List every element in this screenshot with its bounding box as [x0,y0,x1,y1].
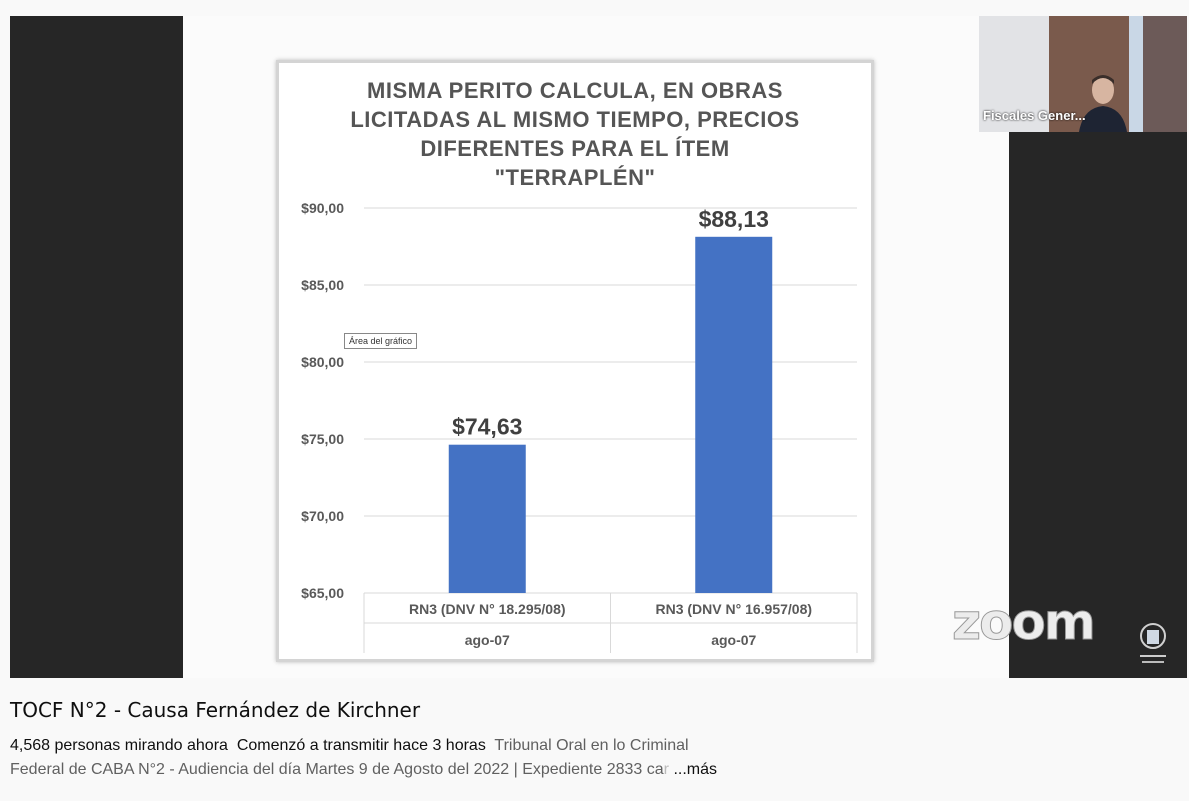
data-label: $74,63 [452,414,522,440]
chart-area-tooltip: Área del gráfico [344,333,418,349]
participant-thumbnail[interactable]: Fiscales Gener... [979,16,1187,132]
y-tick-label: $65,00 [301,585,344,601]
description-fade: r [663,761,669,778]
shared-slide: $65,00 $70,00 $75,00 $80,00 $85,00 $90,00 $74,… [183,16,1009,678]
stream-start: Comenzó a transmitir hace 3 horas [236,737,486,754]
chart-title: MISMA PERITO CALCULA, EN OBRAS LICITADAS… [350,78,800,190]
show-more-button[interactable]: ...más [673,761,717,778]
y-tick-label: $85,00 [301,277,344,293]
x-tick-label: RN3 (DNV N° 18.295/08) [409,601,566,617]
y-tick-label: $80,00 [301,354,344,370]
chart-card: $65,00 $70,00 $75,00 $80,00 $85,00 $90,00 $74,… [276,60,874,662]
video-description[interactable]: 4,568 personas mirando ahora Comenzó a t… [10,734,1180,782]
video-player[interactable]: $65,00 $70,00 $75,00 $80,00 $85,00 $90,00 $74,… [10,16,1187,678]
participant-avatar [1079,75,1127,132]
thumbnail-wall [979,16,1049,132]
x-tick-sublabel: ago-07 [465,632,510,648]
x-tick-sublabel: ago-07 [711,632,756,648]
viewer-count: 4,568 personas mirando ahora [10,737,228,754]
bar-chart: $65,00 $70,00 $75,00 $80,00 $85,00 $90,00 $74,… [301,200,858,653]
video-title: TOCF N°2 - Causa Fernández de Kirchner [10,698,421,722]
description-line-1: Tribunal Oral en lo Criminal [494,737,689,754]
y-tick-label: $75,00 [301,431,344,447]
court-seal-icon [1140,623,1166,663]
bar [695,236,773,593]
x-tick-label: RN3 (DNV N° 16.957/08) [655,601,812,617]
video-info: TOCF N°2 - Causa Fernández de Kirchner 4… [10,690,1180,782]
thumbnail-flag [1129,16,1143,132]
data-label: $88,13 [699,206,769,232]
description-line-2: Federal de CABA N°2 - Audiencia del día … [10,761,664,778]
y-tick-label: $70,00 [301,508,344,524]
y-tick-label: $90,00 [301,200,344,216]
zoom-watermark: zoom [952,593,1097,652]
participant-name: Fiscales Gener... [983,108,1086,123]
bar [448,444,526,593]
